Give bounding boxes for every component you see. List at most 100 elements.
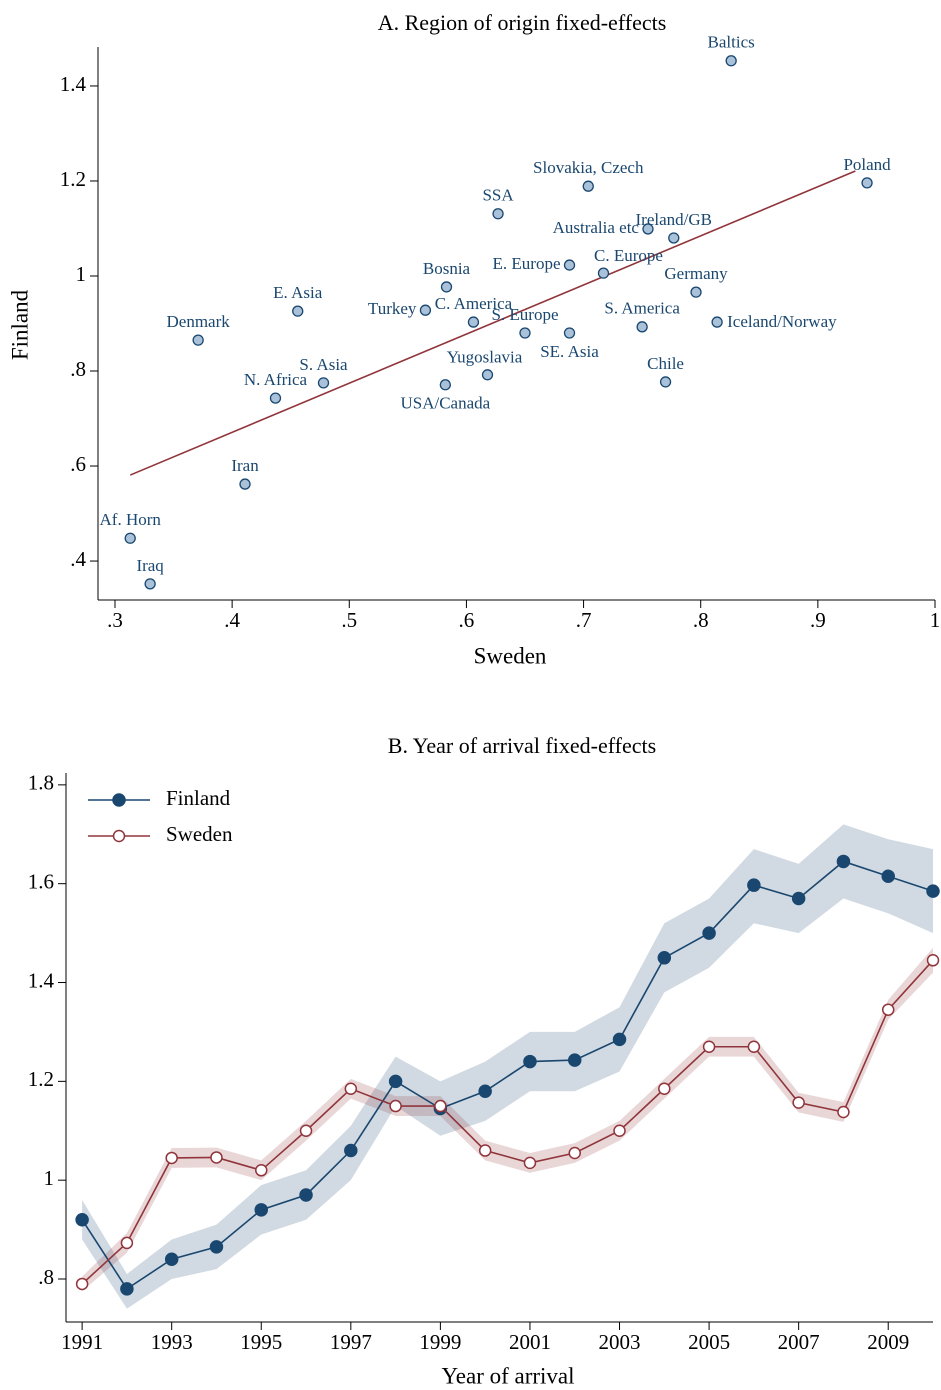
y-axis-label: Finland <box>7 289 32 360</box>
point-label: Denmark <box>167 312 231 331</box>
x-tick-label: 2009 <box>867 1330 909 1354</box>
point <box>881 869 895 884</box>
point <box>519 327 531 339</box>
point-label: SSA <box>482 186 514 205</box>
y-tick-label: .4 <box>70 547 86 571</box>
point-label: Baltics <box>708 33 755 52</box>
point-label: Poland <box>843 155 891 174</box>
point-label: Iran <box>231 456 259 475</box>
point-label: USA/Canada <box>400 394 490 413</box>
series-line <box>81 959 934 1285</box>
point <box>926 884 940 898</box>
point <box>657 951 672 965</box>
point-label: Yugoslavia <box>447 348 523 367</box>
point <box>120 1282 134 1296</box>
point <box>299 1188 313 1202</box>
point <box>702 926 716 940</box>
point <box>292 305 304 317</box>
point <box>926 954 940 967</box>
point-label: S. America <box>604 299 680 318</box>
x-tick-label: 1991 <box>61 1330 103 1354</box>
point <box>210 1151 223 1164</box>
point <box>837 1105 850 1119</box>
point <box>344 1082 358 1096</box>
x-tick-label: .6 <box>459 608 475 632</box>
point <box>711 316 723 328</box>
point <box>75 1212 89 1227</box>
point <box>481 369 494 381</box>
point <box>659 376 672 388</box>
x-tick-label: .5 <box>341 608 357 632</box>
point-label: E. Asia <box>273 283 323 302</box>
point-label: C. Europe <box>594 246 663 265</box>
point <box>75 1277 89 1291</box>
y-tick-label: 1 <box>76 262 87 286</box>
point <box>467 316 480 328</box>
point <box>388 1074 403 1089</box>
point <box>317 377 330 389</box>
point-label: S. Europe <box>491 305 558 324</box>
y-tick-label: 1 <box>44 1166 55 1190</box>
x-tick-label: 1993 <box>151 1330 193 1354</box>
point <box>725 55 737 67</box>
point <box>299 1124 313 1138</box>
point <box>881 1003 895 1016</box>
point <box>612 1032 627 1047</box>
legend-marker <box>112 793 126 807</box>
point <box>389 1099 402 1113</box>
point <box>523 1054 537 1069</box>
x-tick-label: .8 <box>693 608 709 632</box>
point-label: Iceland/Norway <box>727 312 837 331</box>
point <box>492 208 504 220</box>
point <box>254 1203 269 1217</box>
x-tick-label: .7 <box>576 608 592 632</box>
point <box>636 321 648 333</box>
point <box>478 1144 492 1157</box>
point-label: Iraq <box>136 556 164 575</box>
point <box>434 1099 447 1113</box>
point <box>269 392 282 404</box>
point <box>836 854 851 869</box>
point <box>165 1151 178 1165</box>
y-tick-label: .8 <box>38 1265 54 1289</box>
point <box>597 267 610 279</box>
point <box>747 878 761 892</box>
y-tick-label: 1.8 <box>28 771 54 795</box>
x-tick-label: .9 <box>810 608 826 632</box>
point <box>702 1040 716 1054</box>
point <box>124 532 136 544</box>
point-label: S. Asia <box>299 355 348 374</box>
point-label: Germany <box>664 264 728 283</box>
point <box>613 1124 626 1138</box>
point <box>668 232 680 244</box>
point <box>791 891 806 906</box>
x-axis-label: Year of arrival <box>441 1363 574 1388</box>
point-label: Af. Horn <box>100 510 162 529</box>
point-label: Ireland/GB <box>636 210 712 229</box>
point <box>192 334 204 346</box>
x-tick-label: 2001 <box>509 1330 551 1354</box>
x-tick-label: 1997 <box>330 1330 372 1354</box>
point <box>690 286 702 298</box>
point <box>563 259 576 271</box>
point <box>747 1040 761 1054</box>
point <box>861 177 873 189</box>
point <box>344 1143 358 1158</box>
x-tick-label: 2005 <box>688 1330 730 1354</box>
point <box>144 578 156 590</box>
point-label: Australia etc <box>553 218 640 237</box>
point-label: Turkey <box>368 299 417 318</box>
point-label: Chile <box>647 354 684 373</box>
point <box>567 1053 582 1067</box>
point <box>792 1096 805 1109</box>
point <box>440 281 453 293</box>
y-tick-label: 1.6 <box>28 870 54 894</box>
point-label: Bosnia <box>423 259 471 278</box>
confidence-band <box>82 824 934 1309</box>
point-label: C. America <box>435 294 513 313</box>
legend-label: Sweden <box>166 822 233 846</box>
point <box>568 1146 581 1160</box>
point <box>563 327 576 339</box>
